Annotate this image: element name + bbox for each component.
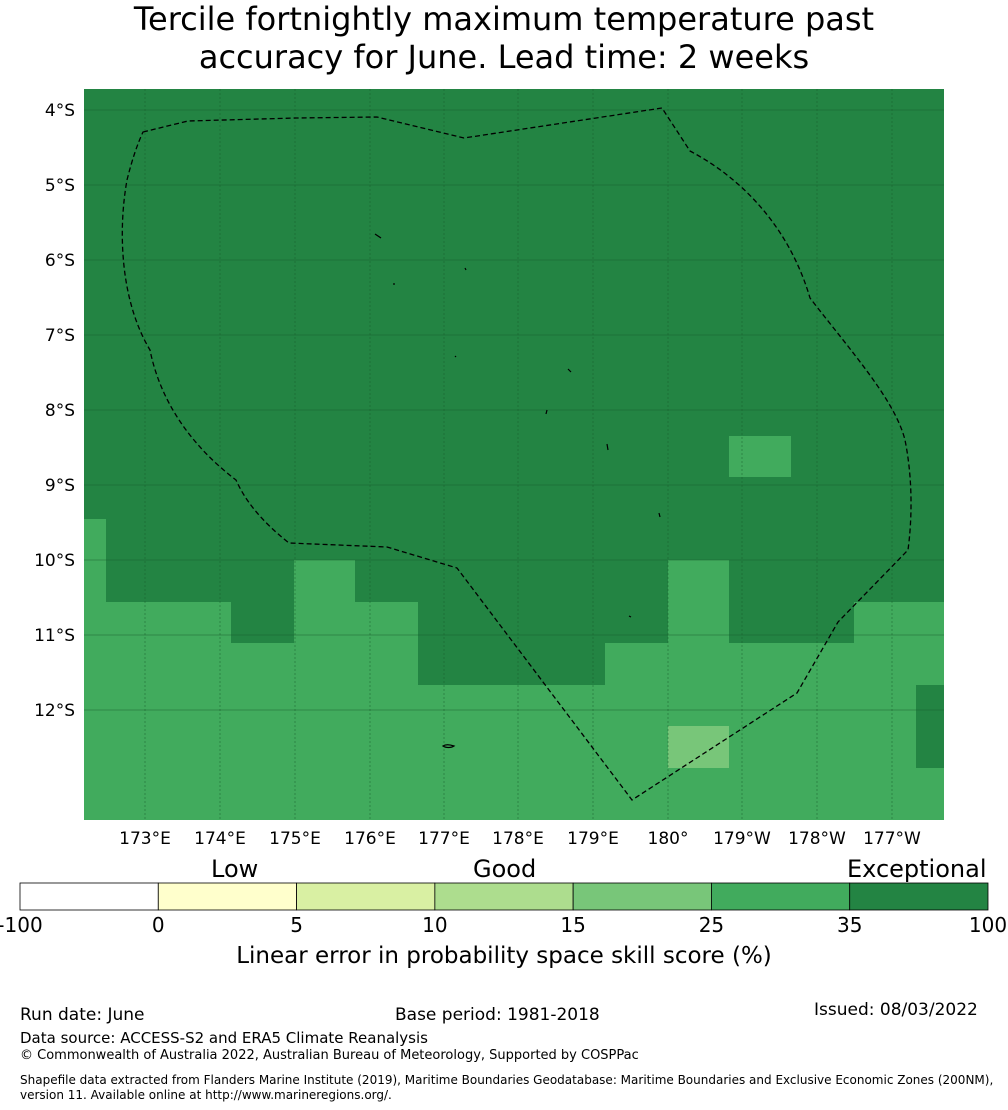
colorbar-tick-label: 0: [151, 913, 165, 937]
map-gridlines: [84, 89, 944, 820]
run-date: Run date: June: [20, 1005, 145, 1025]
lon-tick-label: 177°E: [418, 829, 470, 849]
shapefile-credit-line-2: version 11. Available online at http://w…: [20, 1088, 392, 1102]
lon-tick-label: 179°E: [567, 829, 619, 849]
colorbar-segment: [572, 882, 712, 911]
colorbar-tick-label: 10: [422, 913, 448, 937]
shapefile-credit: Shapefile data extracted from Flanders M…: [20, 1073, 1008, 1103]
island: [628, 615, 632, 618]
longitude-labels: 173°E 174°E 175°E 176°E 177°E 178°E 179°E 180° 1…: [119, 829, 921, 849]
island: [567, 368, 572, 373]
lon-tick-label: 178°W: [788, 829, 846, 849]
colorbar-segment: [19, 882, 159, 911]
lat-tick-label: 5°S: [45, 176, 75, 196]
lon-tick-label: 179°W: [713, 829, 771, 849]
colorbar-tick-label: 5: [290, 913, 303, 937]
map-title: Tercile fortnightly maximum temperature …: [0, 0, 1008, 76]
lon-tick-label: 176°E: [344, 829, 396, 849]
colorbar-segment: [157, 882, 297, 911]
lat-tick-label: 12°S: [34, 701, 75, 721]
title-line-2: accuracy for June. Lead time: 2 weeks: [198, 38, 810, 76]
lat-tick-label: 8°S: [45, 401, 75, 421]
colorbar-category-good: Good: [473, 855, 537, 883]
copyright: © Commonwealth of Australia 2022, Austra…: [20, 1048, 639, 1063]
lon-tick-label: 174°E: [194, 829, 246, 849]
skill-cell-25-35: [729, 436, 791, 477]
island: [606, 443, 609, 451]
island: [545, 409, 548, 415]
colorbar: [19, 882, 989, 911]
map-area: [84, 89, 944, 820]
title-line-1: Tercile fortnightly maximum temperature …: [133, 0, 875, 38]
lon-tick-label: 180°: [648, 829, 689, 849]
colorbar-segment: [296, 882, 436, 911]
colorbar-tick-label: 100: [968, 913, 1008, 937]
colorbar-segment: [711, 882, 851, 911]
colorbar-tick-label: -100: [0, 913, 43, 937]
island: [454, 355, 457, 358]
island: [374, 233, 382, 239]
islands: [374, 233, 661, 749]
lon-tick-label: 177°W: [863, 829, 921, 849]
colorbar-tick-label: 35: [836, 913, 863, 937]
issued-date: Issued: 08/03/2022: [814, 1000, 978, 1020]
lon-tick-label: 173°E: [119, 829, 171, 849]
colorbar-segment: [849, 882, 989, 911]
base-period: Base period: 1981-2018: [395, 1005, 600, 1025]
island: [464, 267, 467, 271]
skill-cell-15-25: [668, 726, 729, 768]
island: [658, 512, 661, 518]
colorbar-title: Linear error in probability space skill …: [236, 943, 772, 969]
lat-tick-label: 4°S: [45, 101, 75, 121]
lat-tick-label: 11°S: [34, 626, 75, 646]
colorbar-category-exceptional: Exceptional: [847, 855, 987, 883]
eez-boundary: [121, 107, 912, 801]
lat-tick-label: 6°S: [45, 251, 75, 271]
data-source: Data source: ACCESS-S2 and ERA5 Climate …: [20, 1029, 428, 1047]
colorbar-tick-label: 15: [560, 913, 586, 937]
lon-tick-label: 175°E: [269, 829, 321, 849]
colorbar-tick-label: 25: [698, 913, 725, 937]
latitude-labels: 4°S 5°S 6°S 7°S 8°S 9°S 10°S 11°S 12°S: [34, 101, 75, 721]
lat-tick-label: 7°S: [45, 326, 75, 346]
island: [441, 744, 456, 749]
colorbar-category-low: Low: [211, 855, 259, 883]
lat-tick-label: 9°S: [45, 476, 75, 496]
shapefile-credit-line-1: Shapefile data extracted from Flanders M…: [20, 1073, 994, 1087]
lat-tick-label: 10°S: [34, 551, 75, 571]
lon-tick-label: 178°E: [492, 829, 544, 849]
colorbar-segment: [434, 882, 574, 911]
